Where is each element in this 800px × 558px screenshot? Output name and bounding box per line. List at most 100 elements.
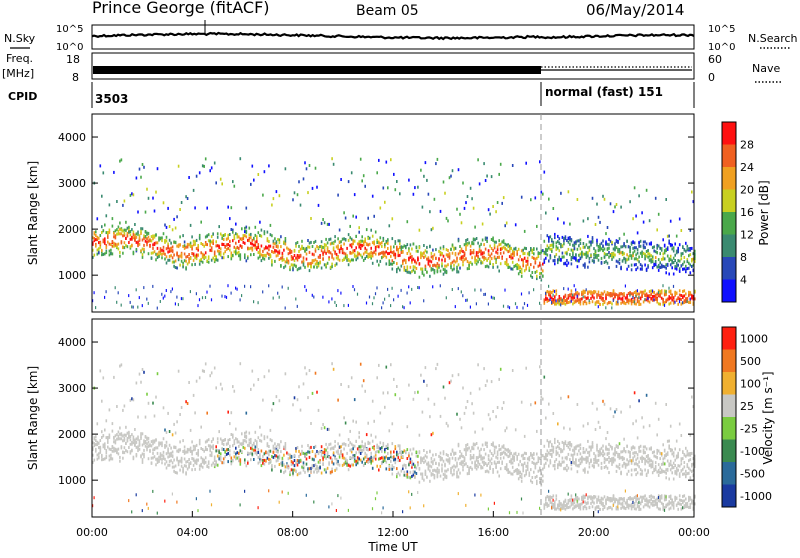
velocity-cell: [563, 460, 565, 463]
power-cell: [641, 251, 643, 254]
velocity-cell: [407, 473, 409, 476]
velocity-cell: [277, 456, 279, 459]
velocity-cell: [136, 493, 137, 496]
velocity-cell: [492, 468, 494, 471]
velocity-cell: [477, 465, 479, 468]
power-cell: [110, 243, 112, 246]
velocity-cell: [480, 455, 482, 458]
power-cell: [548, 293, 550, 296]
velocity-cell: [271, 464, 273, 467]
power-cell: [644, 298, 645, 301]
power-cell: [107, 241, 109, 244]
velocity-cell: [578, 449, 580, 452]
power-cell: [544, 261, 546, 264]
power-cell: [658, 302, 660, 305]
velocity-cell: [376, 465, 378, 468]
power-cell: [610, 202, 612, 205]
power-cell: [458, 239, 460, 242]
velocity-cell: [390, 460, 392, 463]
velocity-cell: [465, 444, 467, 447]
velocity-cell: [226, 453, 228, 456]
power-cell: [577, 198, 579, 201]
velocity-cell: [240, 449, 242, 452]
power-cell: [274, 249, 276, 252]
power-cell: [601, 247, 603, 250]
velocity-cell: [342, 454, 344, 457]
velocity-cell: [483, 448, 485, 451]
power-cell: [532, 256, 534, 259]
velocity-cell: [473, 443, 475, 446]
power-cell: [553, 298, 555, 301]
power-cell: [343, 257, 345, 260]
power-cell: [389, 260, 391, 263]
power-cell: [479, 258, 481, 261]
velocity-cell: [480, 494, 481, 497]
velocity-cell: [119, 460, 121, 463]
power-cell: [548, 240, 550, 243]
velocity-cell: [271, 455, 273, 458]
power-cell: [507, 266, 509, 269]
velocity-cell: [510, 458, 512, 461]
velocity-cell: [235, 452, 237, 455]
power-cell: [145, 235, 147, 238]
velocity-cell: [166, 431, 168, 434]
power-cell: [148, 197, 150, 200]
power-cell: [271, 250, 273, 253]
power-cell: [419, 276, 421, 279]
power-cell: [607, 226, 609, 229]
velocity-cell: [518, 477, 520, 480]
power-cell: [357, 256, 359, 259]
colorbar-swatch: [722, 235, 736, 258]
velocity-cell: [404, 449, 406, 452]
velocity-cell: [488, 470, 490, 473]
power-cell: [113, 245, 115, 248]
power-cell: [390, 255, 392, 258]
velocity-cell: [404, 471, 406, 474]
power-cell: [429, 275, 431, 278]
velocity-cell: [575, 445, 577, 448]
power-cell: [330, 251, 332, 254]
velocity-cell: [438, 455, 440, 458]
power-cell: [456, 270, 458, 273]
power-cell: [352, 242, 354, 245]
power-cell: [357, 242, 359, 245]
power-cell: [652, 260, 654, 263]
power-cell: [253, 253, 255, 256]
power-cell: [203, 165, 205, 168]
velocity-cell: [244, 461, 246, 464]
velocity-cell: [203, 461, 205, 464]
power-cell: [587, 235, 589, 238]
power-cell: [328, 223, 330, 226]
power-cell: [351, 238, 353, 241]
power-cell: [653, 298, 654, 301]
velocity-cell: [258, 448, 260, 451]
velocity-cell: [285, 465, 287, 468]
power-cell: [152, 247, 154, 250]
velocity-cell: [560, 508, 561, 511]
power-cell: [625, 245, 627, 248]
velocity-cell: [477, 447, 479, 450]
power-cell: [425, 255, 427, 258]
velocity-cell: [185, 471, 187, 474]
power-cell: [115, 234, 117, 237]
power-cell: [572, 249, 574, 252]
velocity-cell: [261, 450, 263, 453]
velocity-cell: [155, 463, 157, 466]
power-cell: [637, 293, 639, 296]
velocity-cell: [316, 471, 318, 474]
velocity-cell: [214, 458, 216, 461]
power-cell: [506, 222, 508, 225]
power-cell: [277, 246, 279, 249]
velocity-cell: [273, 445, 275, 448]
power-cell: [312, 259, 314, 262]
power-cell: [361, 256, 363, 259]
velocity-cell: [146, 442, 148, 445]
power-cell: [681, 229, 683, 232]
power-cell: [551, 244, 553, 247]
velocity-cell: [535, 463, 537, 466]
power-cell: [536, 275, 538, 278]
velocity-cell: [315, 468, 317, 471]
velocity-cell: [562, 461, 564, 464]
power-cell: [509, 255, 511, 258]
velocity-cell: [465, 447, 467, 450]
